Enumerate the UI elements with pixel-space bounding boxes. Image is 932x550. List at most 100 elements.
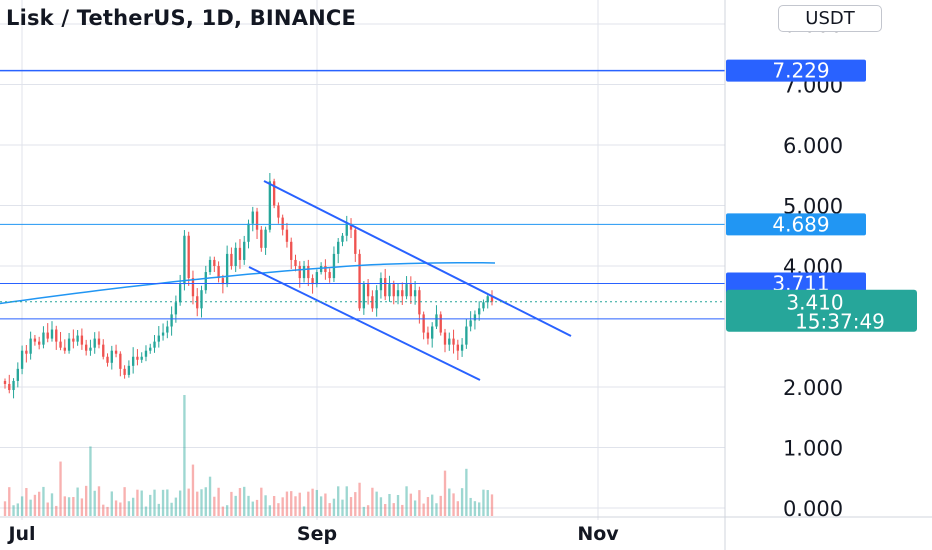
volume-bar [448,488,451,516]
volume-bar [97,486,101,516]
grid-lines [0,0,725,520]
candle-body [469,320,472,327]
volume-bar [290,491,293,516]
last-price-box [726,289,917,332]
candle-body [110,350,113,363]
candle-body [63,347,66,351]
volume-bar [311,488,314,516]
volume-bar [302,506,306,516]
candle-body [46,332,49,339]
volume-bar [396,494,400,516]
volume-bar [375,491,378,516]
candle-body [409,284,413,297]
candle-body [157,335,160,342]
volume-bar [80,498,84,516]
channel-lower-line [248,266,481,381]
candle-body [230,253,233,266]
volume-bar [102,504,105,516]
candle-body [290,241,293,260]
candle-body [298,266,301,279]
chart-title: Lisk / TetherUS, 1D, BINANCE [6,6,357,30]
volume-bar [200,489,203,516]
level-label-box [726,213,866,236]
volume-bar [234,495,237,516]
candle-body [204,272,207,291]
candle-body [93,338,96,348]
candle-body [396,290,400,297]
candle-body [208,259,212,273]
volume-bar [345,486,348,516]
volume-bar [72,497,75,516]
volume-bar [3,501,7,516]
candle-body [294,259,297,266]
candle-body [16,368,19,381]
candle-body [196,296,199,309]
candle-body [144,350,148,357]
candle-body [80,335,84,345]
volume-bar [281,497,284,516]
price-axis[interactable]: 0.0001.0002.0004.0005.0006.0007.0008.000… [724,0,917,550]
volume-bar [93,490,96,516]
volume-bar [435,503,438,516]
volume-bar [272,496,276,516]
volume-bar [123,487,126,516]
candle-body [29,338,32,354]
candle-body [413,290,417,297]
candle-body [183,235,186,285]
volume-bar [16,503,19,516]
volume-bar [285,491,289,516]
volume-bar [196,491,199,516]
volume-bar [392,503,395,516]
time-axis[interactable]: Jul Sep Nov [0,516,932,545]
candle-body [114,350,118,354]
volume-bar [358,482,361,516]
volume-bar [157,503,160,516]
candle-body [221,278,225,285]
candle-body [349,223,353,230]
candle-body [478,308,481,315]
time-label: Nov [577,523,619,545]
volume-bar [8,487,11,516]
candle-body [285,229,289,242]
candle-body [166,326,169,333]
volume-bar [418,490,421,516]
candle-body [243,241,246,260]
volume-bar [38,491,41,516]
volume-bar [76,487,79,516]
volume-bar [422,503,425,516]
volume-bar [469,497,472,516]
volume-bar [46,502,49,516]
volume-bar [460,488,464,516]
currency-button[interactable]: USDT [778,5,882,32]
candle-body [97,338,101,345]
candle-body [170,314,173,327]
volume-bar [110,491,113,516]
volume-bar [431,494,434,516]
volume-bar [131,497,135,516]
candle-body [8,383,11,391]
candle-body [234,247,237,266]
candle-body [366,284,370,297]
candle-body [465,326,468,345]
volume-bar [119,502,122,516]
volume-bar [208,476,212,516]
volume-bar [166,489,169,516]
candle-body [375,290,378,309]
volume-bar [384,504,387,516]
volume-bar [217,487,220,516]
candle-body [422,314,425,333]
volume-bar [332,498,336,516]
candle-body [268,181,272,230]
volume-bar [84,485,88,516]
volume-bar [349,497,353,516]
candle-body [311,278,314,285]
level-label: 7.229 [772,59,829,83]
last-price-label: 3.410 [786,291,843,315]
candle-body [174,302,178,315]
volume-bar [328,503,331,516]
volume-bar [405,486,408,516]
volume-bar [315,489,319,516]
volume-bar [127,501,131,516]
volume-bar [413,500,417,516]
